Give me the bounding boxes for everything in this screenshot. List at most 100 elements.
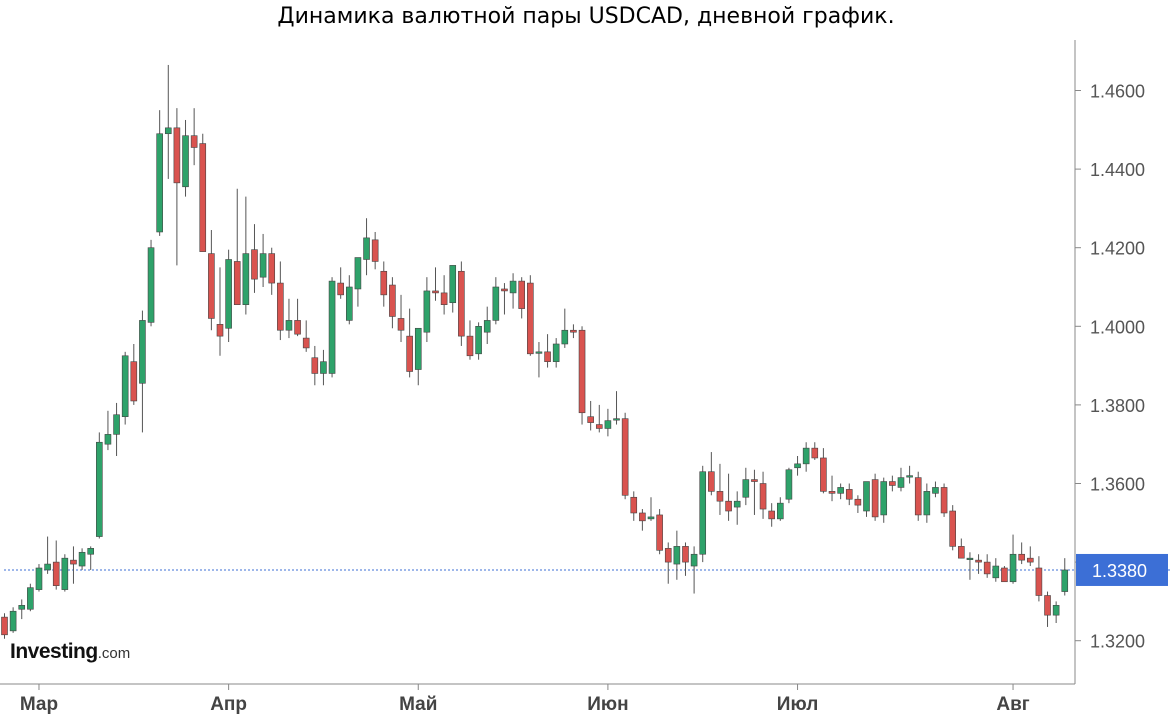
candle	[466, 320, 474, 360]
candle	[854, 495, 862, 513]
candle	[1009, 534, 1017, 584]
candle	[794, 455, 801, 476]
candle	[354, 257, 362, 307]
candle-body-up	[699, 471, 707, 555]
candle	[699, 465, 707, 563]
candle	[1052, 601, 1060, 624]
candle	[1, 613, 8, 639]
candle-body-up	[423, 290, 431, 333]
candle-body-down	[845, 489, 853, 500]
candle	[725, 473, 732, 521]
candle	[104, 410, 112, 451]
candle-body-down	[251, 249, 258, 280]
x-tick-label: Авг	[996, 694, 1029, 715]
candle	[432, 267, 439, 301]
candle-body-down	[208, 253, 215, 319]
candle-body-down	[595, 424, 603, 429]
candle	[889, 475, 896, 492]
candle	[940, 483, 948, 517]
candle-body-up	[673, 546, 681, 565]
y-tick-label: 1.3200	[1090, 632, 1145, 652]
candle	[501, 283, 508, 315]
candles-layer	[1, 64, 1172, 639]
candle	[1001, 566, 1008, 583]
candle-body-down	[389, 284, 396, 317]
candle	[949, 505, 957, 551]
candle	[242, 196, 250, 315]
candle-body-up	[992, 565, 1000, 579]
candle	[294, 298, 301, 337]
candle-body-up	[923, 491, 931, 516]
candle-body-up	[87, 548, 94, 555]
candle-body-down	[768, 510, 775, 520]
candle-body-down	[751, 479, 758, 482]
candle	[880, 477, 888, 523]
candle	[423, 277, 431, 343]
candle	[302, 320, 310, 352]
candle	[914, 471, 922, 521]
candle	[837, 483, 844, 500]
candle	[535, 342, 543, 378]
x-tick-label: Мар	[20, 694, 58, 715]
candle	[449, 265, 457, 313]
candle-body-up	[733, 500, 741, 508]
candle	[518, 277, 526, 319]
candle-body-up	[328, 280, 336, 374]
candle	[828, 475, 836, 502]
candle	[397, 294, 405, 343]
candle-body-down	[466, 335, 474, 357]
candle	[285, 298, 293, 339]
candle-body-up	[354, 257, 362, 290]
candle	[35, 564, 43, 592]
candle	[759, 471, 767, 519]
candle-body-down	[811, 447, 819, 459]
candle-body-up	[363, 237, 370, 260]
candle	[595, 404, 603, 433]
candle	[268, 247, 276, 295]
candle-body-up	[61, 557, 69, 590]
x-tick-label: Июл	[777, 694, 818, 715]
candle-body-up	[242, 253, 250, 305]
candle	[113, 402, 120, 456]
candle-body-up	[492, 286, 500, 321]
candle-body-down	[440, 292, 448, 305]
candle-body-up	[35, 567, 43, 590]
candle-body-up	[742, 479, 750, 498]
candle	[751, 469, 758, 515]
candle-body-down	[130, 361, 138, 402]
candle-body-down	[854, 498, 862, 506]
candle-body-down	[639, 512, 646, 522]
y-tick-label: 1.4600	[1090, 82, 1145, 102]
candle-body-down	[682, 546, 689, 563]
candle-body-up	[897, 477, 905, 488]
candle-body-up	[121, 355, 129, 417]
candle	[785, 467, 793, 504]
candle-body-down	[302, 337, 310, 349]
candle-body-down	[501, 288, 508, 292]
candle	[225, 249, 232, 343]
candle	[811, 442, 819, 460]
candle-body-down	[1035, 567, 1043, 596]
candle	[345, 275, 353, 325]
candle	[1018, 542, 1025, 565]
candle	[320, 349, 327, 386]
candle	[708, 452, 715, 496]
candle-body-down	[983, 561, 991, 575]
candle	[9, 607, 17, 633]
candle	[923, 483, 931, 523]
candle	[208, 230, 215, 331]
candle-body-down	[199, 143, 207, 252]
candle-body-down	[1, 616, 8, 636]
candle-body-down	[958, 546, 965, 559]
candle-body-up	[535, 351, 543, 354]
candle-body-down	[527, 282, 534, 355]
candle-body-up	[794, 463, 801, 469]
candle	[1035, 556, 1043, 602]
candle-body-up	[690, 553, 698, 567]
candle	[173, 108, 181, 266]
candle	[1026, 546, 1034, 567]
candle-body-down	[544, 351, 551, 362]
candle-body-up	[139, 320, 146, 384]
candle	[561, 308, 569, 348]
candle	[768, 503, 775, 527]
